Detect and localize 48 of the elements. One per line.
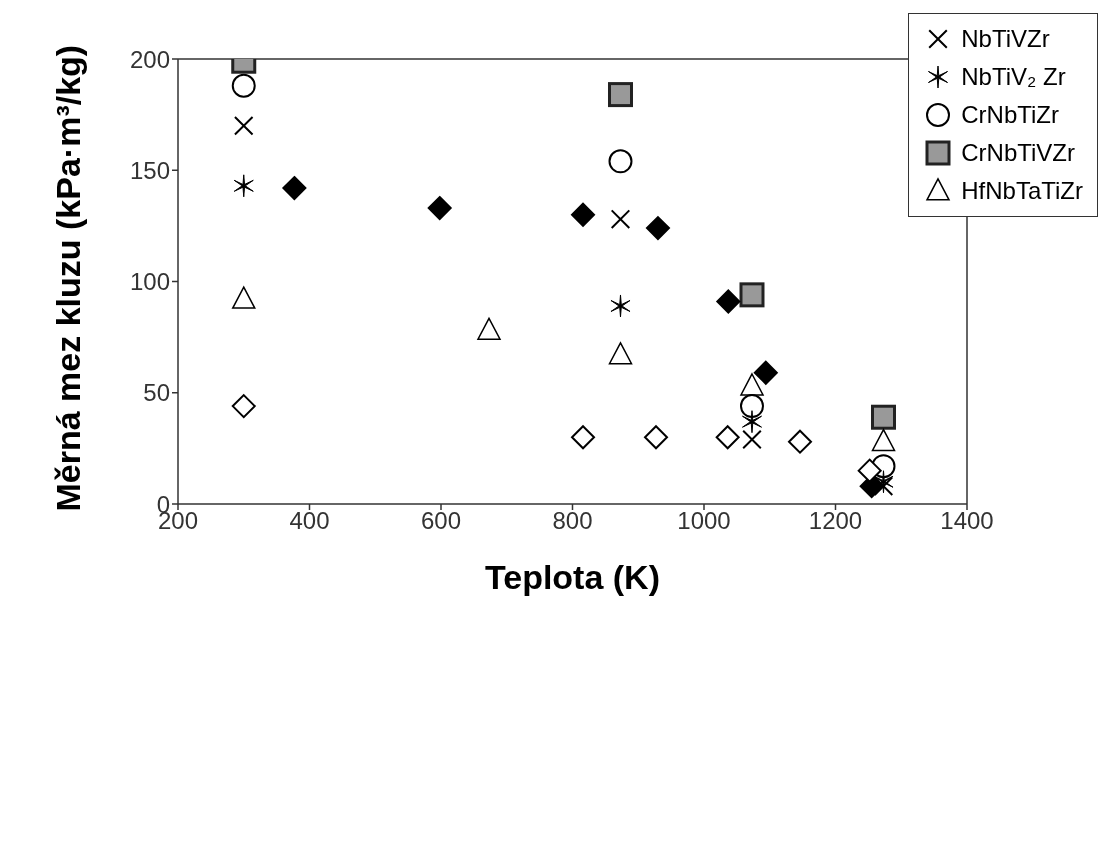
point: [857, 458, 882, 483]
point: [739, 282, 765, 308]
y-axis-title: Měrná mez kluzu (kPa·m³/kg): [49, 44, 88, 512]
y-tick-label: 50: [143, 379, 170, 407]
point: [282, 176, 307, 201]
x-tick-label: 800: [552, 507, 593, 535]
point: [871, 404, 896, 430]
point: [645, 216, 670, 241]
point: [571, 202, 596, 227]
point: [873, 476, 894, 496]
legend-label: NbTiVZr: [961, 25, 1050, 53]
legend-label: CrNbTiZr: [961, 101, 1059, 129]
x-tick-label: 1000: [677, 507, 731, 535]
point: [740, 394, 764, 419]
point: [715, 425, 740, 450]
point: [233, 174, 254, 198]
legend-label: HfNbTaTiZr: [961, 177, 1083, 205]
point: [608, 149, 633, 174]
point: [233, 115, 254, 136]
x-tick-label: 400: [289, 507, 330, 535]
legend-label: CrNbTiVZr: [961, 139, 1075, 167]
point: [231, 73, 256, 98]
y-tick-label: 150: [129, 156, 170, 184]
x-tick-label: 1400: [940, 507, 994, 535]
point: [871, 428, 896, 452]
point: [477, 317, 501, 340]
point: [608, 82, 633, 108]
y-tick-label: 200: [129, 45, 170, 73]
legend-label: NbTiV₂ Zr: [961, 63, 1066, 91]
point: [740, 373, 764, 396]
point: [742, 429, 762, 450]
point: [231, 394, 256, 419]
point: [608, 342, 633, 365]
point: [232, 286, 256, 309]
y-tick-label: 100: [129, 268, 170, 296]
point: [716, 289, 741, 314]
point: [610, 294, 631, 318]
point: [610, 209, 631, 229]
point: [644, 425, 668, 450]
point: [741, 410, 763, 434]
x-tick-label: 1200: [808, 507, 863, 535]
point: [788, 429, 812, 454]
x-tick-label: 600: [420, 507, 462, 535]
x-axis-title: Teplota (K): [484, 558, 661, 596]
point: [571, 425, 596, 450]
point: [427, 196, 452, 221]
point: [753, 360, 778, 385]
point: [871, 454, 896, 479]
